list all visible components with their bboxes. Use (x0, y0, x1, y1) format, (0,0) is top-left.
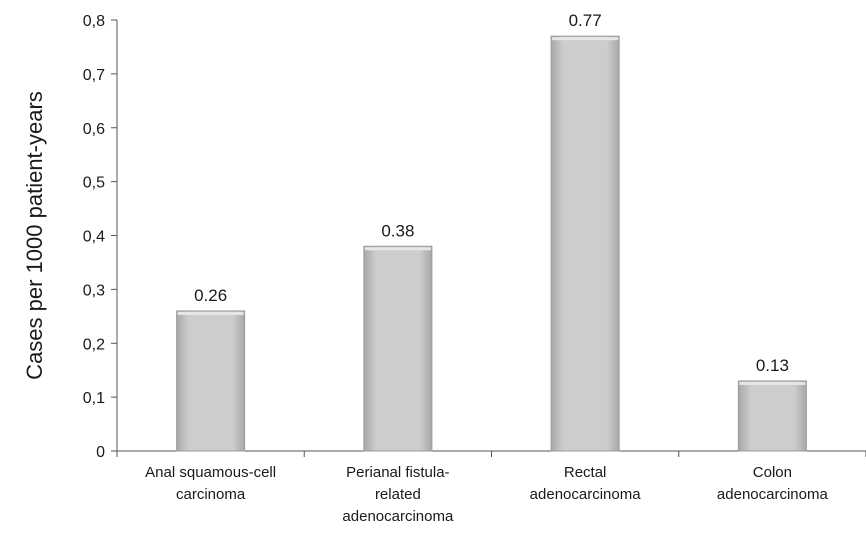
labels: 0.26 Anal squamous-cell carcinoma 0.38 Peria… (145, 11, 828, 525)
data-label: 0.77 (569, 11, 602, 30)
category-label-line: Anal squamous-cell (145, 464, 276, 481)
category-label-line: adenocarcinoma (717, 486, 829, 503)
y-tick-label: 0,4 (83, 229, 105, 246)
category-label: Perianal fistula-related adenocarcinoma (342, 464, 454, 525)
category-label: Colon adenocarcinoma (717, 464, 829, 503)
category-label-line: adenocarcinoma (342, 508, 454, 525)
y-tick-label: 0,5 (83, 175, 105, 192)
y-tick-label: 0,1 (83, 390, 105, 407)
y-tick-label: 0,2 (83, 336, 105, 353)
bar (363, 245, 433, 452)
category-label-line: Colon (753, 464, 792, 481)
y-tick-label: 0 (96, 444, 105, 461)
category-label-line: related (375, 486, 421, 503)
y-axis-title: Cases per 1000 patient-years (22, 91, 47, 380)
data-label: 0.38 (381, 221, 414, 240)
y-tick-label: 0,6 (83, 121, 105, 138)
bar-top-highlight (364, 247, 431, 251)
category-label: Rectal adenocarcinoma (530, 464, 642, 503)
bar (737, 380, 807, 452)
bar-top-highlight (739, 381, 806, 385)
y-tick-label: 0,8 (83, 13, 105, 30)
data-label: 0.26 (194, 286, 227, 305)
data-label: 0.13 (756, 356, 789, 375)
y-axis-title-group: Cases per 1000 patient-years (22, 91, 47, 380)
bars (176, 35, 807, 452)
axes: 0 0,1 0,2 0,3 0,4 0,5 0,6 0,7 0,8 (83, 13, 866, 461)
category-label-line: carcinoma (176, 486, 246, 503)
bar (176, 310, 246, 452)
bar-top-highlight (552, 37, 619, 41)
bar (550, 35, 620, 452)
bar-top-highlight (177, 311, 244, 315)
y-tick-label: 0,3 (83, 282, 105, 299)
category-label-line: adenocarcinoma (530, 486, 642, 503)
y-tick-label: 0,7 (83, 67, 105, 84)
category-label-line: Perianal fistula- (346, 464, 449, 481)
category-label-line: Rectal (564, 464, 607, 481)
category-label: Anal squamous-cell carcinoma (145, 464, 276, 503)
